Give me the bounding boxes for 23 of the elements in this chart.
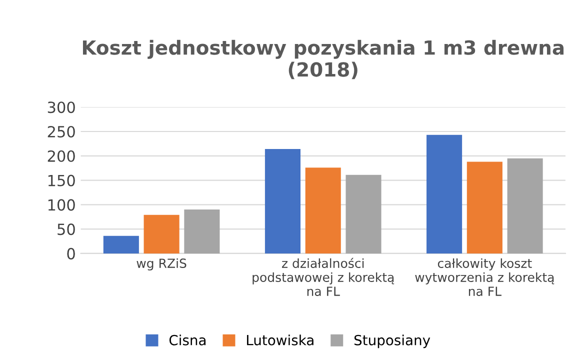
y-tick-label: 250 — [48, 126, 75, 138]
bar — [144, 214, 180, 254]
legend-label: Stuposiany — [354, 334, 430, 348]
bar — [305, 168, 341, 254]
x-tick-label: całkowity koszt wytworzenia z korektą na FL — [415, 258, 554, 296]
bar — [426, 134, 462, 254]
bar — [264, 149, 300, 254]
x-tick-label: z działalności podstawowej z korektą na FL — [252, 258, 394, 296]
y-tick-label: 100 — [48, 199, 75, 211]
bar — [184, 210, 220, 254]
y-tick-label: 200 — [48, 150, 75, 162]
chart-title: Koszt jednostkowy pozyskania 1 m3 drewna (2018) — [82, 40, 564, 80]
bar — [103, 236, 139, 254]
y-tick-label: 50 — [58, 224, 75, 236]
y-tick-label: 150 — [48, 174, 75, 186]
y-tick-label: 0 — [67, 248, 75, 260]
y-tick-label: 300 — [48, 102, 75, 114]
bar — [346, 174, 382, 254]
legend-label: Lutowiska — [247, 334, 314, 346]
bar — [466, 162, 502, 254]
bar — [507, 158, 543, 254]
x-tick-label: wg RZiS — [136, 258, 186, 270]
legend-label: Cisna — [169, 334, 206, 346]
